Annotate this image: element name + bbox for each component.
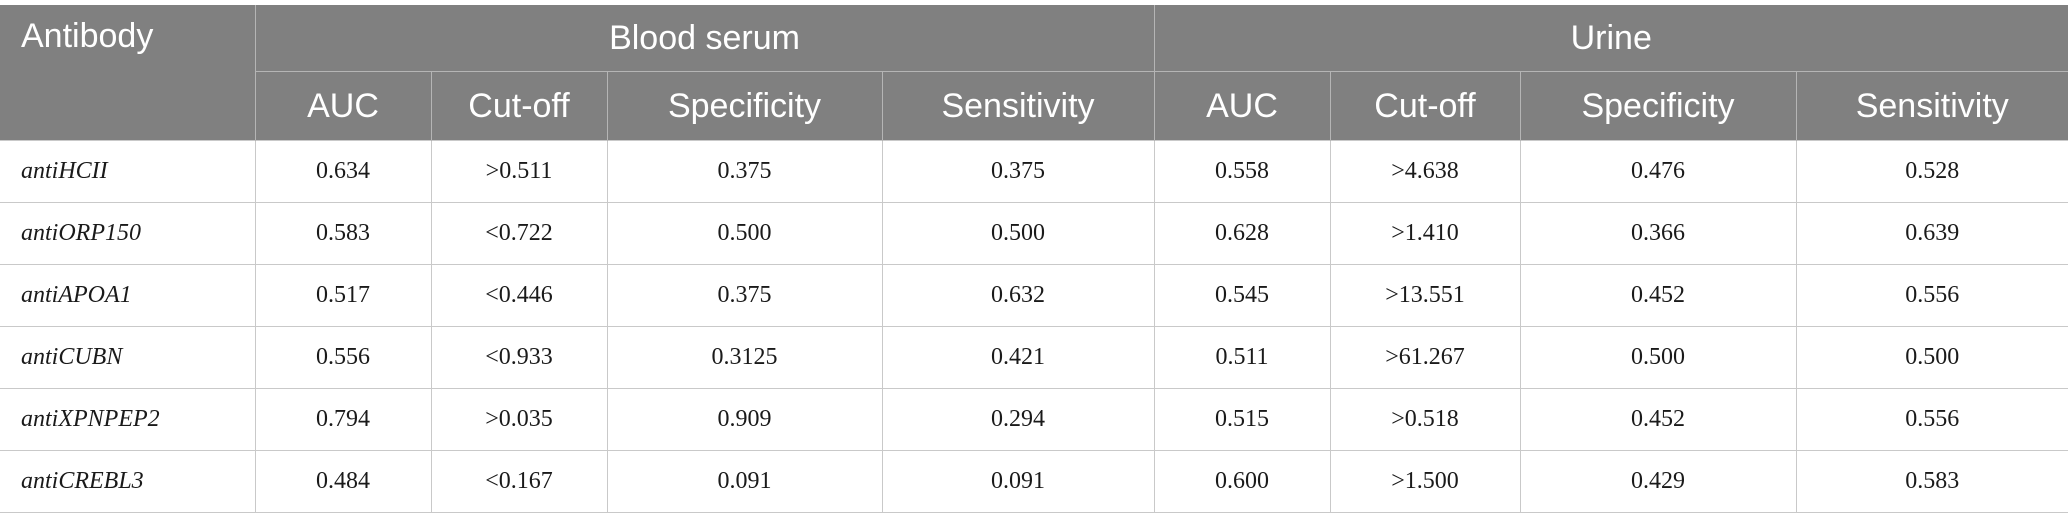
antibody-name: antiCREBL3 <box>0 450 256 513</box>
urine-auc-cell: 0.600 <box>1153 450 1331 513</box>
urine-auc-cell: 0.558 <box>1153 140 1331 203</box>
serum-auc-cell: 0.484 <box>254 450 432 513</box>
antibody-column-header: Antibody <box>0 5 256 141</box>
urine-auc-cell: 0.545 <box>1153 264 1331 327</box>
urine-specificity-header: Specificity <box>1519 71 1797 141</box>
serum-specificity-header: Specificity <box>606 71 883 141</box>
urine-sensitivity-cell: 0.583 <box>1795 450 2068 513</box>
urine-sensitivity-header: Sensitivity <box>1795 71 2068 141</box>
serum-auc-cell: 0.556 <box>254 326 432 389</box>
serum-cutoff-cell: >0.035 <box>430 388 608 451</box>
results-table: Antibody Blood serum Urine AUC Cut-off S… <box>0 5 2068 513</box>
urine-specificity-cell: 0.476 <box>1519 140 1797 203</box>
serum-sensitivity-cell: 0.632 <box>881 264 1155 327</box>
urine-specificity-cell: 0.452 <box>1519 388 1797 451</box>
antibody-name: antiXPNPEP2 <box>0 388 256 451</box>
urine-cutoff-cell: >13.551 <box>1329 264 1521 327</box>
urine-specificity-cell: 0.366 <box>1519 202 1797 265</box>
serum-auc-cell: 0.634 <box>254 140 432 203</box>
serum-auc-cell: 0.517 <box>254 264 432 327</box>
table-row: antiXPNPEP2 0.794 >0.035 0.909 0.294 0.5… <box>0 388 2068 451</box>
serum-sensitivity-cell: 0.500 <box>881 202 1155 265</box>
antibody-name: antiORP150 <box>0 202 256 265</box>
urine-cutoff-cell: >61.267 <box>1329 326 1521 389</box>
antibody-name: antiHCII <box>0 140 256 203</box>
serum-auc-cell: 0.794 <box>254 388 432 451</box>
urine-sensitivity-cell: 0.556 <box>1795 388 2068 451</box>
serum-specificity-cell: 0.500 <box>606 202 883 265</box>
urine-cutoff-cell: >1.410 <box>1329 202 1521 265</box>
serum-auc-cell: 0.583 <box>254 202 432 265</box>
urine-cutoff-cell: >1.500 <box>1329 450 1521 513</box>
urine-specificity-cell: 0.500 <box>1519 326 1797 389</box>
serum-specificity-cell: 0.091 <box>606 450 883 513</box>
urine-auc-header: AUC <box>1153 71 1331 141</box>
urine-sensitivity-cell: 0.556 <box>1795 264 2068 327</box>
urine-sensitivity-cell: 0.500 <box>1795 326 2068 389</box>
serum-auc-header: AUC <box>254 71 432 141</box>
serum-sensitivity-cell: 0.091 <box>881 450 1155 513</box>
table-row: antiHCII 0.634 >0.511 0.375 0.375 0.558 … <box>0 140 2068 203</box>
serum-cutoff-cell: >0.511 <box>430 140 608 203</box>
urine-cutoff-cell: >4.638 <box>1329 140 1521 203</box>
serum-cutoff-cell: <0.933 <box>430 326 608 389</box>
serum-cutoff-cell: <0.167 <box>430 450 608 513</box>
antibody-name: antiAPOA1 <box>0 264 256 327</box>
urine-specificity-cell: 0.429 <box>1519 450 1797 513</box>
serum-specificity-cell: 0.909 <box>606 388 883 451</box>
urine-cutoff-header: Cut-off <box>1329 71 1521 141</box>
serum-cutoff-header: Cut-off <box>430 71 608 141</box>
urine-auc-cell: 0.511 <box>1153 326 1331 389</box>
serum-specificity-cell: 0.375 <box>606 264 883 327</box>
urine-auc-cell: 0.628 <box>1153 202 1331 265</box>
table-row: antiAPOA1 0.517 <0.446 0.375 0.632 0.545… <box>0 264 2068 327</box>
serum-sensitivity-cell: 0.294 <box>881 388 1155 451</box>
urine-cutoff-cell: >0.518 <box>1329 388 1521 451</box>
table-body: antiHCII 0.634 >0.511 0.375 0.375 0.558 … <box>0 140 2068 513</box>
urine-group-header: Urine <box>1153 5 2068 72</box>
serum-sensitivity-cell: 0.421 <box>881 326 1155 389</box>
serum-specificity-cell: 0.375 <box>606 140 883 203</box>
table-row: antiCUBN 0.556 <0.933 0.3125 0.421 0.511… <box>0 326 2068 389</box>
urine-specificity-cell: 0.452 <box>1519 264 1797 327</box>
antibody-name: antiCUBN <box>0 326 256 389</box>
blood-serum-group-header: Blood serum <box>254 5 1155 72</box>
serum-sensitivity-header: Sensitivity <box>881 71 1155 141</box>
urine-auc-cell: 0.515 <box>1153 388 1331 451</box>
urine-sensitivity-cell: 0.639 <box>1795 202 2068 265</box>
serum-specificity-cell: 0.3125 <box>606 326 883 389</box>
serum-cutoff-cell: <0.722 <box>430 202 608 265</box>
serum-cutoff-cell: <0.446 <box>430 264 608 327</box>
table-row: antiCREBL3 0.484 <0.167 0.091 0.091 0.60… <box>0 450 2068 513</box>
urine-sensitivity-cell: 0.528 <box>1795 140 2068 203</box>
table-header: Antibody Blood serum Urine AUC Cut-off S… <box>0 5 2068 141</box>
serum-sensitivity-cell: 0.375 <box>881 140 1155 203</box>
table-row: antiORP150 0.583 <0.722 0.500 0.500 0.62… <box>0 202 2068 265</box>
